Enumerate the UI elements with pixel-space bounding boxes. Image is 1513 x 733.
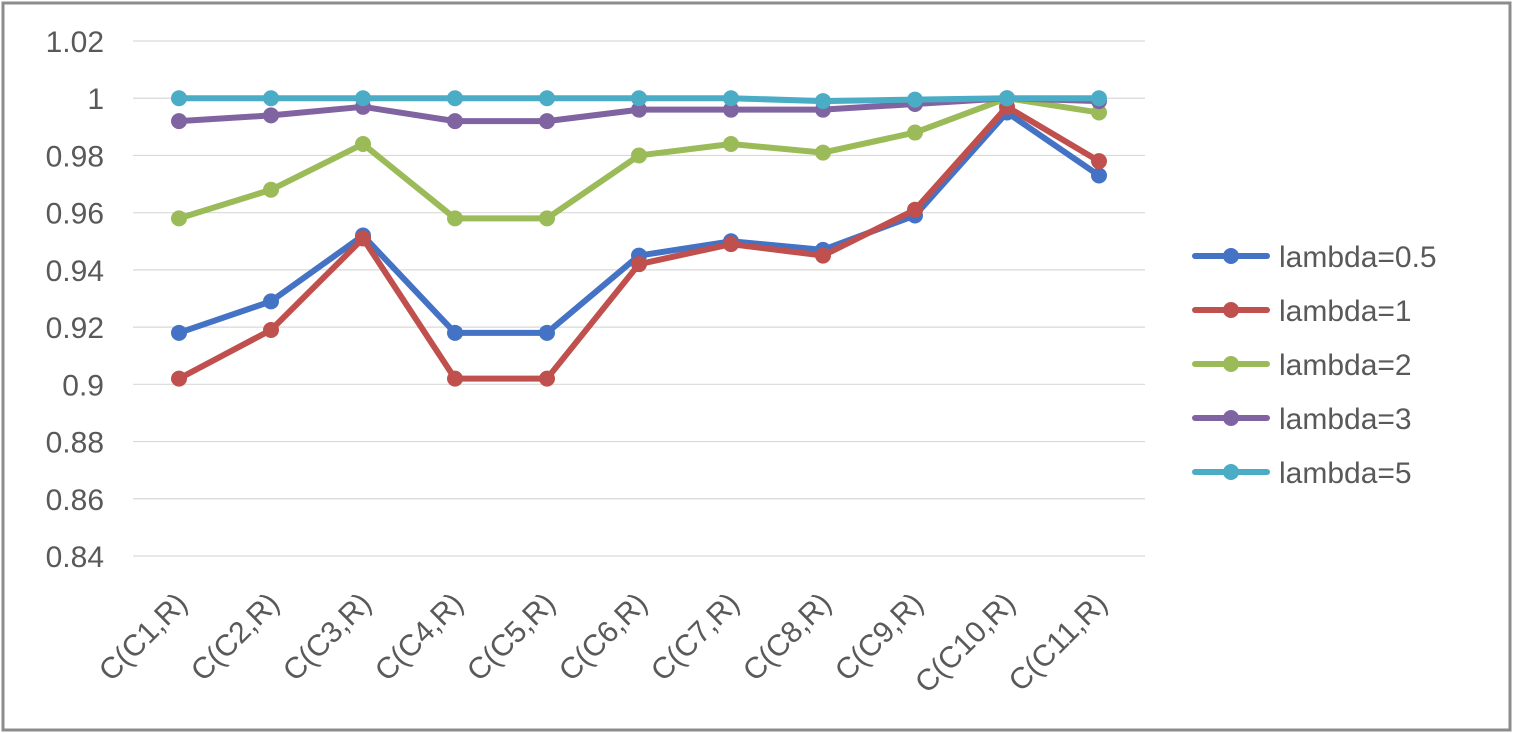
- y-tick-label: 0.84: [46, 541, 104, 574]
- data-point: [539, 210, 555, 227]
- legend-marker: [1223, 248, 1239, 264]
- legend-label: lambda=2: [1279, 349, 1412, 382]
- data-point: [539, 324, 555, 341]
- legend-marker: [1223, 356, 1239, 372]
- data-point: [1091, 167, 1107, 184]
- legend-item: lambda=3: [1192, 403, 1412, 436]
- data-point: [263, 321, 279, 338]
- data-point: [539, 370, 555, 387]
- data-point: [631, 101, 647, 118]
- y-axis-tick-labels: 0.84 0.86 0.88 0.9 0.92 0.94 0.96 0.98 1 1.02: [46, 26, 104, 574]
- series-lambda=5: [171, 90, 1107, 110]
- data-point: [447, 113, 463, 130]
- data-point: [171, 113, 187, 130]
- data-point: [1091, 104, 1107, 121]
- legend-marker: [1223, 410, 1239, 426]
- data-point: [263, 107, 279, 124]
- data-point: [263, 181, 279, 198]
- data-point: [999, 90, 1015, 107]
- y-tick-label: 0.86: [46, 484, 104, 517]
- y-tick-label: 0.9: [62, 369, 104, 402]
- data-point: [907, 201, 923, 218]
- legend-label: lambda=3: [1279, 403, 1412, 436]
- data-point: [447, 90, 463, 107]
- legend-marker: [1223, 464, 1239, 480]
- legend-label: lambda=1: [1279, 295, 1412, 328]
- legend-item: lambda=0.5: [1192, 241, 1437, 274]
- data-point: [171, 90, 187, 107]
- data-point: [447, 324, 463, 341]
- data-point: [723, 101, 739, 118]
- legend-item: lambda=5: [1192, 457, 1412, 490]
- data-point: [539, 90, 555, 107]
- data-point: [1091, 153, 1107, 170]
- data-point: [723, 236, 739, 253]
- data-point: [907, 124, 923, 141]
- legend-marker: [1223, 302, 1239, 318]
- data-point: [723, 90, 739, 107]
- data-point: [263, 293, 279, 310]
- y-tick-label: 0.88: [46, 427, 104, 460]
- data-point: [631, 147, 647, 164]
- data-point: [815, 93, 831, 110]
- legend-item: lambda=1: [1192, 295, 1412, 328]
- y-tick-label: 0.98: [46, 140, 104, 173]
- data-point: [171, 370, 187, 387]
- data-point: [723, 136, 739, 152]
- y-tick-label: 0.96: [46, 198, 104, 231]
- legend-label: lambda=5: [1279, 457, 1412, 490]
- y-tick-label: 0.92: [46, 312, 104, 345]
- y-tick-label: 1.02: [46, 26, 104, 59]
- legend-item: lambda=2: [1192, 349, 1412, 382]
- data-point: [907, 91, 923, 108]
- data-point: [631, 90, 647, 107]
- data-point: [171, 324, 187, 341]
- data-point: [355, 230, 371, 247]
- data-point: [815, 247, 831, 264]
- y-tick-label: 1: [87, 83, 104, 116]
- data-point: [447, 370, 463, 387]
- legend-label: lambda=0.5: [1279, 241, 1437, 274]
- series-lambda=1: [171, 98, 1107, 387]
- y-tick-label: 0.94: [46, 255, 104, 288]
- data-point: [631, 256, 647, 273]
- data-point: [355, 136, 371, 152]
- data-point: [815, 144, 831, 161]
- legend: lambda=0.5 lambda=1 lambda=2 lambda=3 lambda…: [1192, 241, 1437, 490]
- data-point: [539, 113, 555, 130]
- data-point: [1091, 90, 1107, 107]
- data-point: [263, 90, 279, 107]
- data-point: [171, 210, 187, 227]
- plot-area: [171, 90, 1107, 387]
- data-point: [355, 90, 371, 107]
- data-point: [447, 210, 463, 227]
